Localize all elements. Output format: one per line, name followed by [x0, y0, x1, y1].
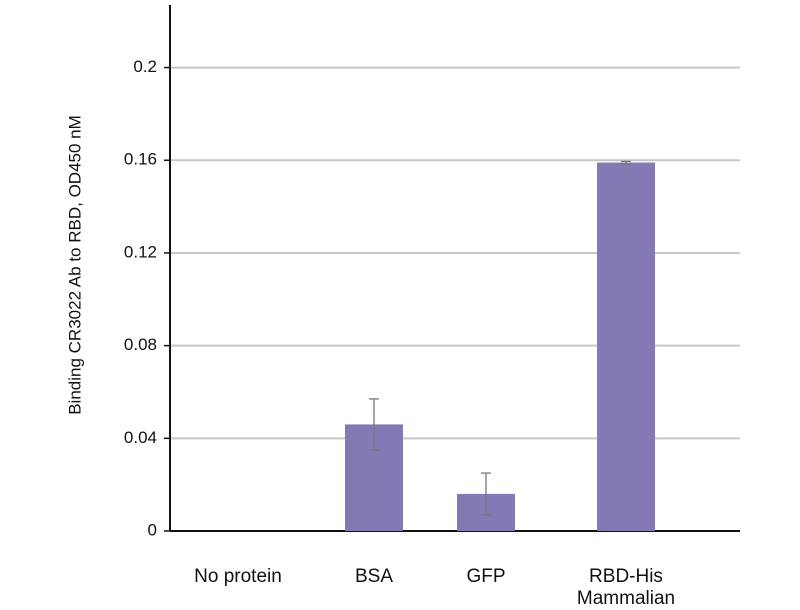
y-tick-label: 0.04	[124, 428, 157, 447]
y-tick-label: 0.12	[124, 242, 157, 261]
error-bar	[621, 160, 631, 165]
error-bar	[369, 398, 379, 451]
x-tick-label: GFP	[466, 566, 506, 587]
y-axis-title: Binding CR3022 Ab to RBD, OD450 nM	[65, 115, 84, 415]
y-tick-label: 0.16	[124, 150, 157, 169]
bar	[597, 162, 655, 531]
error-bar	[481, 472, 491, 516]
x-tick-label: No protein	[194, 566, 282, 587]
y-tick-label: 0	[148, 520, 157, 539]
x-tick-label: RBD-His Mammalian	[576, 566, 676, 609]
y-tick-label: 0.2	[133, 57, 157, 76]
x-tick-label: BSA	[354, 566, 394, 587]
y-tick-label: 0.08	[124, 335, 157, 354]
